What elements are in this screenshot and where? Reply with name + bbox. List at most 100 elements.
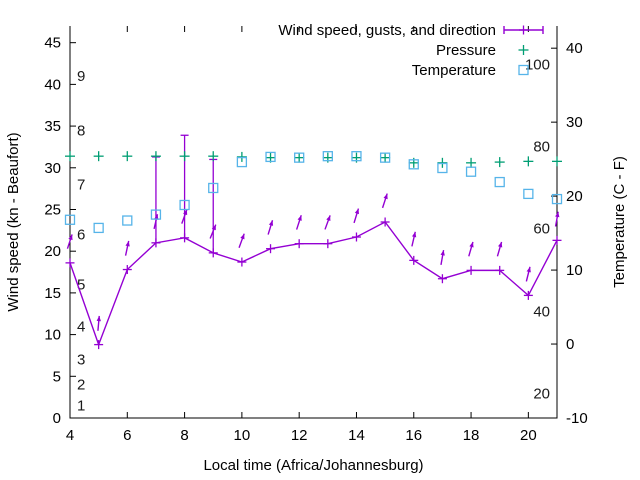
wind-speed-point [380, 217, 390, 227]
plot-frame [69, 26, 558, 419]
wind-direction-arrow [153, 214, 159, 230]
beaufort-label: 2 [77, 377, 85, 394]
pressure-point [208, 151, 219, 162]
pressure-point [150, 151, 161, 162]
wind-speed-point [409, 255, 419, 265]
x-axis-tick-label: 10 [234, 427, 251, 444]
wind-speed-point [323, 239, 333, 249]
x-axis-tick-label: 20 [520, 427, 537, 444]
wind-speed-point [466, 265, 476, 275]
temperature-point [208, 182, 219, 194]
fahrenheit-label: 100 [525, 56, 550, 73]
y-axis-tick-label: 30 [44, 160, 61, 177]
wind-direction-arrow [525, 266, 531, 282]
wind-speed-point [180, 233, 190, 243]
beaufort-label: 5 [77, 277, 85, 294]
y-axis-tick-label: 35 [44, 118, 61, 135]
fahrenheit-label: 60 [533, 221, 550, 238]
temperature-point [551, 193, 563, 205]
temperature-point [236, 156, 248, 168]
y-axis-tick-label: 15 [44, 285, 61, 302]
wind-speed-point [437, 274, 447, 284]
wind-speed-point [351, 232, 361, 242]
x-axis-tick-label: 6 [123, 427, 131, 444]
y-axis-tick-label: 5 [53, 368, 61, 385]
y2-axis-tick-label: 30 [566, 114, 583, 131]
x-axis-tick-label: 4 [66, 427, 74, 444]
pressure-point [122, 151, 133, 162]
beaufort-label: 8 [77, 122, 85, 139]
pressure-point [380, 152, 391, 163]
y-axis-tick-label: 0 [53, 410, 61, 427]
temperature-point [351, 151, 362, 162]
wind-speed-point [122, 265, 132, 275]
temperature-point [150, 209, 162, 220]
temperature-point [494, 176, 505, 188]
wind-speed-point [552, 235, 562, 245]
pressure-point [437, 157, 448, 168]
wind-direction-arrow [181, 209, 188, 224]
temperature-point [294, 152, 305, 163]
wind-direction-arrow [66, 234, 73, 249]
pressure-point [494, 157, 505, 168]
fahrenheit-label: 20 [533, 386, 550, 403]
temperature-point [437, 162, 448, 174]
beaufort-label: 4 [77, 318, 85, 335]
y-axis-title: Wind speed (kn - Beaufort) [5, 132, 22, 311]
pressure-point [236, 151, 247, 162]
temperature-point [64, 214, 76, 225]
wind-speed-point [237, 257, 247, 267]
pressure-point [65, 151, 75, 162]
wind-speed-point [294, 239, 304, 249]
wind-direction-arrow [267, 220, 274, 235]
wind-direction-arrow [324, 215, 331, 230]
wind-direction-arrow [295, 215, 302, 230]
y2-axis-tick-label: 10 [566, 262, 583, 279]
pressure-point [294, 152, 305, 163]
wind-speed-point [523, 290, 533, 300]
legend-square-sample [518, 64, 529, 76]
y2-axis-tick-label: -10 [566, 410, 588, 427]
wind-direction-arrow [353, 208, 360, 224]
wind-direction-arrow [411, 231, 417, 247]
wind-speed-point [65, 258, 75, 268]
wind-direction-arrow [440, 249, 445, 265]
beaufort-label: 9 [77, 68, 85, 85]
wind-speed-point [266, 244, 276, 254]
temperature-point [179, 199, 190, 211]
wind-direction-arrow [238, 233, 245, 249]
x-axis-tick-label: 12 [291, 427, 308, 444]
temperature-point [265, 151, 276, 163]
temperature-point [379, 152, 391, 163]
wind-direction-arrow [496, 241, 503, 257]
y-axis-tick-label: 20 [44, 243, 61, 260]
wind-direction-arrow [96, 315, 101, 331]
beaufort-label: 1 [77, 397, 85, 414]
temperature-point [408, 159, 419, 170]
fahrenheit-label: 80 [533, 139, 550, 156]
wind-speed-point [151, 238, 161, 248]
wind-direction-arrow [124, 240, 130, 256]
temperature-point [322, 151, 333, 162]
wind-speed-point [495, 265, 505, 275]
y-axis-tick-label: 10 [44, 327, 61, 344]
legend-plus-sample [518, 45, 529, 55]
pressure-point [466, 157, 477, 168]
wind-speed-line [69, 221, 558, 347]
y-axis-tick-label: 25 [44, 201, 61, 218]
x-axis-title: Local time (Africa/Johannesburg) [203, 457, 423, 474]
temperature-point [523, 188, 534, 200]
pressure-point [552, 156, 562, 167]
wind-direction-arrow [554, 211, 560, 227]
x-axis-tick-label: 16 [405, 427, 422, 444]
pressure-point [179, 151, 190, 162]
temperature-point [465, 166, 477, 177]
x-axis-tick-label: 18 [463, 427, 480, 444]
beaufort-label: 7 [77, 176, 85, 193]
fahrenheit-label: 40 [533, 303, 550, 320]
legend-label: Pressure [436, 42, 496, 59]
legend-label: Wind speed, gusts, and direction [278, 22, 496, 39]
temperature-point [122, 215, 133, 226]
